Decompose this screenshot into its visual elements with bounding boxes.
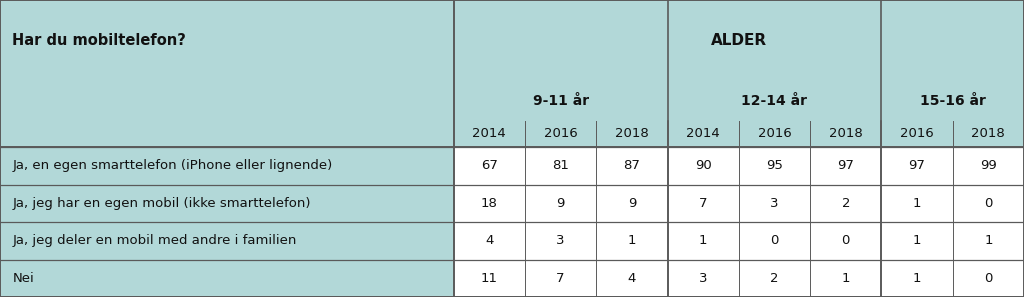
Text: 2014: 2014 [686,127,720,140]
Text: 2: 2 [842,197,850,210]
Text: Nei: Nei [12,272,34,285]
Bar [0,0,1024,147]
Text: 97: 97 [838,159,854,172]
Text: Ja, jeg deler en mobil med andre i familien: Ja, jeg deler en mobil med andre i famil… [12,234,297,247]
Text: 3: 3 [556,234,565,247]
Text: 1: 1 [984,234,992,247]
Text: 7: 7 [699,197,708,210]
Text: 9: 9 [556,197,565,210]
Bar [0,147,454,297]
Text: 1: 1 [912,272,922,285]
Text: 2014: 2014 [472,127,506,140]
Text: Har du mobiltelefon?: Har du mobiltelefon? [12,33,186,48]
Text: 97: 97 [908,159,926,172]
Text: 90: 90 [695,159,712,172]
Text: 4: 4 [628,272,636,285]
Text: 67: 67 [481,159,498,172]
Text: 2018: 2018 [972,127,1006,140]
Text: 3: 3 [699,272,708,285]
Text: 1: 1 [842,272,850,285]
Text: Ja, en egen smarttelefon (iPhone eller lignende): Ja, en egen smarttelefon (iPhone eller l… [12,159,333,172]
Text: 99: 99 [980,159,996,172]
Text: 0: 0 [984,197,992,210]
Text: 87: 87 [624,159,640,172]
Text: 12-14 år: 12-14 år [741,94,808,108]
Text: 81: 81 [552,159,569,172]
Text: 0: 0 [984,272,992,285]
Text: 1: 1 [699,234,708,247]
Text: 2016: 2016 [900,127,934,140]
Text: 3: 3 [770,197,778,210]
Text: 95: 95 [766,159,783,172]
Text: 0: 0 [770,234,778,247]
Text: 1: 1 [628,234,636,247]
Text: 9-11 år: 9-11 år [532,94,589,108]
Text: 2016: 2016 [758,127,792,140]
Text: 2018: 2018 [828,127,862,140]
Text: Ja, jeg har en egen mobil (ikke smarttelefon): Ja, jeg har en egen mobil (ikke smarttel… [12,197,311,210]
Text: 2018: 2018 [615,127,649,140]
Text: 4: 4 [485,234,494,247]
Text: 18: 18 [481,197,498,210]
Text: 11: 11 [481,272,498,285]
Text: 9: 9 [628,197,636,210]
Text: 7: 7 [556,272,565,285]
Text: 0: 0 [842,234,850,247]
Text: 2: 2 [770,272,778,285]
Text: 15-16 år: 15-16 år [920,94,986,108]
Text: 1: 1 [912,234,922,247]
Text: 1: 1 [912,197,922,210]
Text: 2016: 2016 [544,127,578,140]
Text: ALDER: ALDER [711,33,767,48]
Bar [454,147,1024,297]
